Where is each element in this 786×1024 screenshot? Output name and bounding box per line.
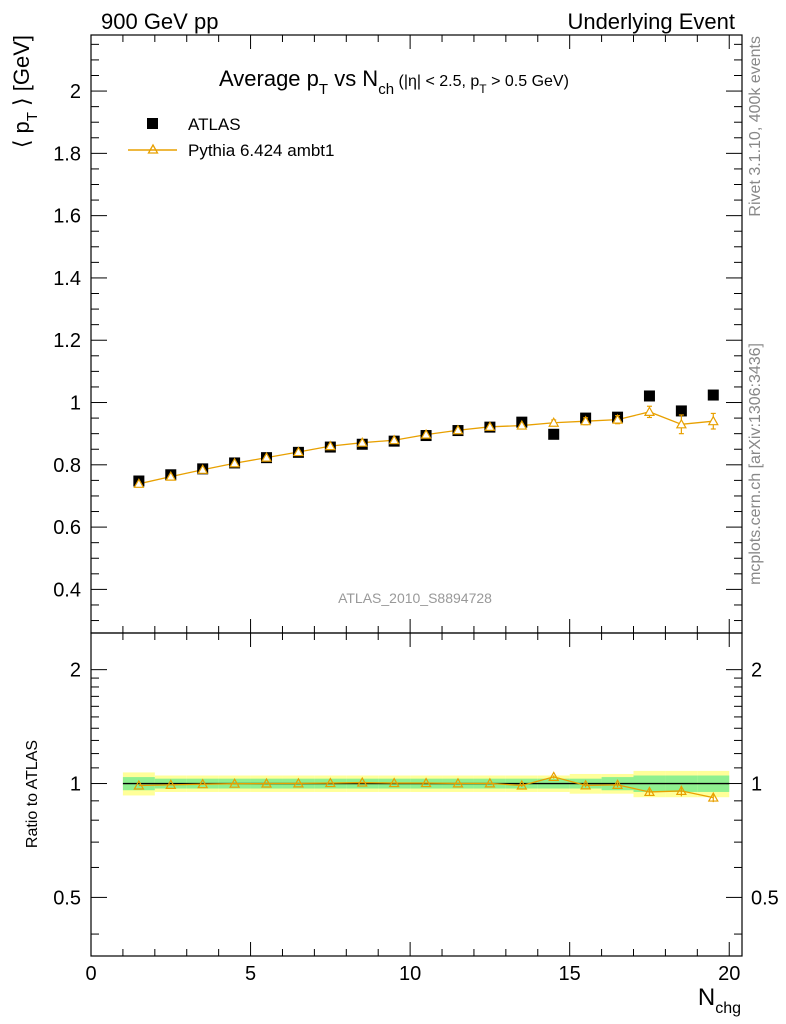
ratio-mc-marker	[420, 777, 432, 788]
ylabel-b: ⟩ [GeV]	[9, 35, 34, 112]
ratio-mc-marker	[548, 771, 560, 782]
ratio-mc-marker	[675, 785, 687, 796]
y-tick-label: 1.2	[53, 330, 81, 352]
title-cut-a: (|η| < 2.5, p	[394, 73, 479, 90]
x-tick-label: 20	[718, 963, 740, 985]
mc-point	[197, 464, 209, 474]
legend-marker-atlas	[147, 118, 158, 129]
atlas-point	[548, 428, 560, 440]
mc-point	[356, 436, 368, 447]
header-left: 900 GeV pp	[101, 9, 218, 34]
ratio-mc-marker	[356, 776, 368, 787]
ratio-mc-marker	[452, 777, 464, 788]
y-tick-label: 0.4	[53, 579, 81, 601]
y-tick-label: 1.4	[53, 268, 81, 290]
ratio-mc-marker	[388, 777, 400, 788]
ratio-mc-marker	[292, 777, 304, 788]
mc-point	[165, 470, 177, 481]
x-axis-label: Nchg	[698, 984, 741, 1017]
ratio-y-tick-label: 2	[70, 660, 81, 682]
ratio-mc-marker	[484, 777, 496, 788]
main-panel: ATLAS_2010_S8894728	[90, 34, 743, 634]
ratio-mc-marker	[165, 779, 177, 789]
mc-point	[548, 417, 560, 427]
mc-point	[643, 406, 655, 416]
mc-point	[675, 418, 687, 429]
ratio-panel-frame	[90, 632, 743, 957]
atlas-point	[643, 390, 655, 402]
xlabel-sub: chg	[715, 1000, 741, 1017]
ratio-y-tick-label-right: 1	[751, 774, 762, 796]
y-tick-label: 1	[70, 393, 81, 415]
y-tick-label: 0.6	[53, 517, 81, 539]
header-right: Underlying Event	[567, 9, 735, 34]
ratio-mc-marker	[229, 777, 241, 788]
ylabel-a: ⟨ p	[9, 121, 34, 148]
ratio-panel	[90, 632, 743, 957]
ratio-mc-marker	[707, 791, 719, 802]
ratio-y-tick-label-right: 0.5	[751, 887, 779, 909]
title-cut-sub: T	[479, 82, 487, 96]
mc-point	[420, 428, 432, 439]
ratio-mc-marker	[516, 779, 528, 790]
ratio-mc-marker	[580, 779, 592, 790]
mc-point	[388, 434, 400, 445]
legend-label-atlas: ATLAS	[188, 115, 241, 134]
y-tick-label: 2	[70, 81, 81, 103]
atlas-point	[675, 405, 687, 417]
xlabel-main: N	[698, 984, 715, 1011]
legend-marker-mc	[147, 143, 159, 154]
ratio-mc-marker	[197, 778, 209, 789]
title-cut-b: > 0.5 GeV)	[487, 73, 569, 90]
mc-line	[138, 411, 714, 485]
ratio-mc-marker	[324, 777, 336, 788]
x-tick-label: 10	[399, 963, 421, 985]
legend-label-mc: Pythia 6.424 ambt1	[188, 141, 334, 160]
y-tick-label: 1.8	[53, 143, 81, 165]
mc-point	[612, 413, 624, 424]
watermark: ATLAS_2010_S8894728	[338, 590, 492, 606]
mc-point	[484, 421, 496, 431]
ratio-mc-marker	[643, 786, 655, 797]
x-tick-label: 5	[245, 963, 256, 985]
mc-point	[452, 424, 464, 435]
mc-point	[229, 457, 241, 468]
ratio-mc-marker	[260, 777, 273, 788]
y-tick-label: 1.6	[53, 206, 81, 228]
mc-point	[133, 478, 145, 488]
mc-point	[292, 446, 304, 457]
y-axis-label-main: ⟨ pT ⟩ [GeV]	[9, 35, 41, 148]
title-part-b: vs N	[328, 66, 378, 91]
legend: ATLAS Pythia 6.424 ambt1	[128, 115, 334, 160]
ratio-mc-marker	[133, 779, 145, 790]
x-tick-label: 0	[85, 963, 96, 985]
x-tick-label: 15	[559, 963, 581, 985]
ratio-y-tick-label: 0.5	[53, 887, 81, 909]
ratio-mc-marker	[612, 779, 624, 789]
mc-point	[516, 419, 528, 430]
mc-point	[580, 415, 592, 426]
ratio-y-tick-label: 1	[70, 774, 81, 796]
mc-point	[324, 440, 336, 451]
title-sub-a: T	[319, 81, 328, 98]
side-label-top: Rivet 3.1.10, 400k events	[747, 36, 764, 217]
atlas-point	[707, 389, 719, 401]
ratio-y-tick-label-right: 2	[751, 660, 762, 682]
title-sub-b: ch	[378, 81, 394, 98]
y-tick-label: 0.8	[53, 455, 81, 477]
chart-title: Average pT vs Nch (|η| < 2.5, pT > 0.5 G…	[219, 66, 569, 98]
mc-point	[707, 415, 719, 426]
mc-point	[260, 451, 273, 462]
y-axis-label-ratio: Ratio to ATLAS	[24, 740, 41, 848]
ylabel-sub: T	[24, 112, 41, 121]
title-part-a: Average p	[219, 66, 319, 91]
side-label-bottom: mcplots.cern.ch [arXiv:1306:3436]	[747, 343, 764, 585]
